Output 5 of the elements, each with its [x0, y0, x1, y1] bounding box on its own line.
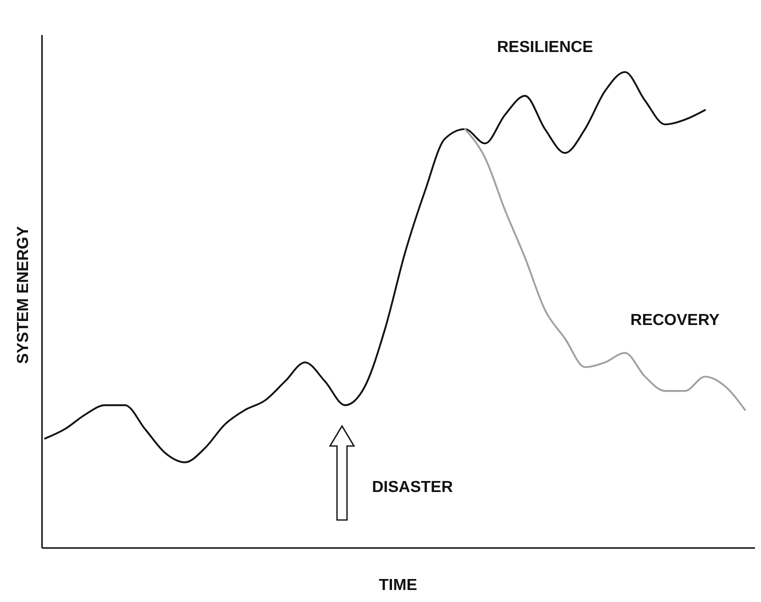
y-axis-title: SYSTEM ENERGY	[15, 226, 32, 364]
series-label: RECOVERY	[630, 312, 720, 329]
series-label: RESILIENCE	[496, 39, 594, 56]
annotation: DISASTER	[372, 479, 454, 496]
x-axis-title: TIME	[378, 577, 418, 594]
